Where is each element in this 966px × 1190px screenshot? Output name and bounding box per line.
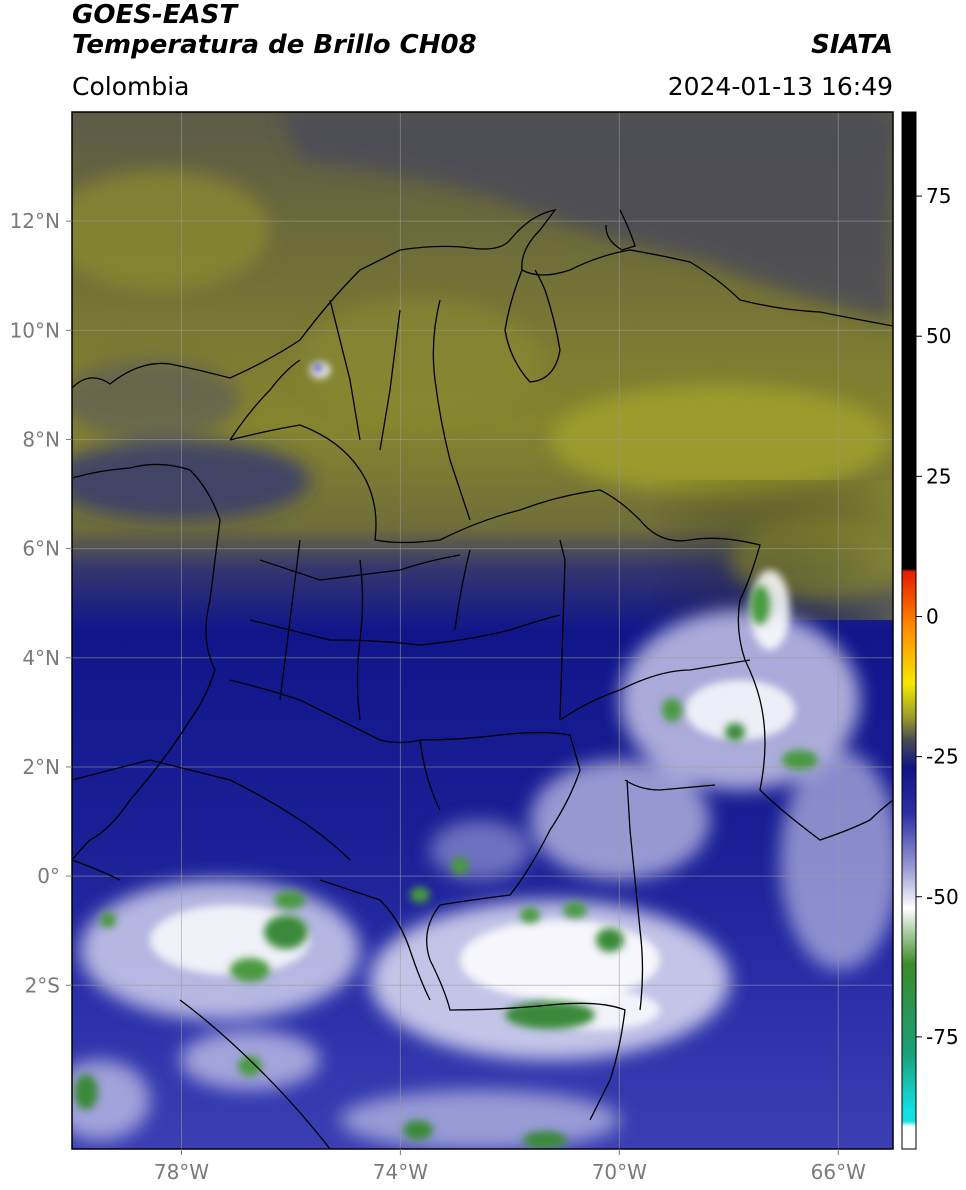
datetime-label: 2024-01-13 16:49 (667, 72, 893, 101)
colorbar-tick-label: -25 (926, 745, 959, 769)
brightness-temperature-field (72, 112, 893, 1149)
lat-tick-label: 4°N (22, 646, 60, 670)
lon-tick-label: 74°W (373, 1160, 428, 1184)
colorbar-tick-label: -50 (926, 885, 959, 909)
colorbar-tick-label: 50 (926, 324, 951, 348)
colorbar-tick-label: -75 (926, 1025, 959, 1049)
colorbar: 75 50 25 0 -25 -50 -75 (901, 111, 959, 1150)
colorbar-tick-label: 75 (926, 184, 951, 208)
lat-tick-label: 0° (37, 864, 60, 888)
lon-tick-label: 78°W (154, 1160, 209, 1184)
lat-tick-label: 6°N (22, 537, 60, 561)
map-frame (71, 111, 894, 1150)
longitude-labels: 78°W 74°W 70°W 66°W (154, 1149, 866, 1184)
lon-tick-label: 70°W (592, 1160, 647, 1184)
latitude-labels: 12°N 10°N 8°N 6°N 4°N 2°N 0° 2°S (10, 209, 72, 997)
lon-tick-label: 66°W (811, 1160, 866, 1184)
lat-tick-label: 12°N (10, 209, 60, 233)
lat-tick-label: 2°N (22, 755, 60, 779)
product-title: Temperatura de Brillo CH08 (72, 30, 477, 60)
lat-tick-label: 10°N (10, 318, 60, 342)
colorbar-tick-label: 0 (926, 604, 939, 628)
satellite-title: GOES-EAST (72, 0, 238, 30)
coastline-borders (72, 209, 893, 1149)
graticule (72, 112, 893, 1149)
region-label: Colombia (72, 72, 190, 101)
brand-label: SIATA (811, 30, 893, 60)
lat-tick-label: 8°N (22, 427, 60, 451)
colorbar-tick-label: 25 (926, 464, 951, 488)
colorbar-scale (901, 111, 917, 1150)
lat-tick-label: 2°S (25, 973, 60, 997)
